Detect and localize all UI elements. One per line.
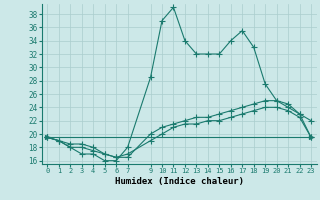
- X-axis label: Humidex (Indice chaleur): Humidex (Indice chaleur): [115, 177, 244, 186]
